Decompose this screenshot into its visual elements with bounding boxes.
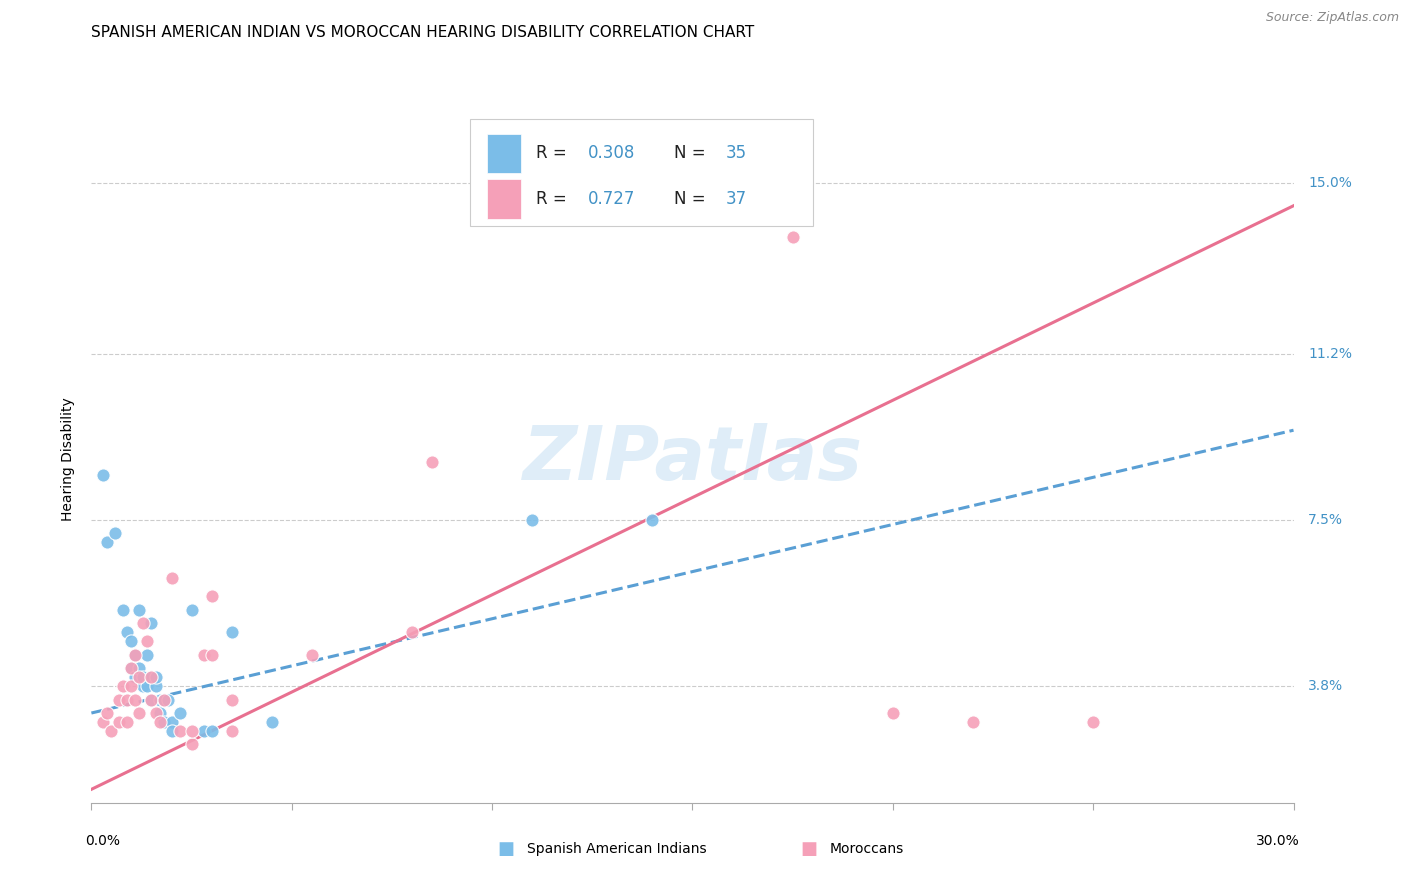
Text: 7.5%: 7.5% xyxy=(1308,513,1343,527)
Text: 0.727: 0.727 xyxy=(588,190,636,208)
Point xyxy=(201,723,224,738)
Point xyxy=(100,723,122,738)
Point xyxy=(128,670,150,684)
Point xyxy=(121,679,143,693)
Point xyxy=(128,661,150,675)
Point xyxy=(117,692,139,706)
Point xyxy=(124,648,146,662)
Point xyxy=(201,648,224,662)
Point xyxy=(124,670,146,684)
Point xyxy=(152,692,174,706)
Point xyxy=(132,670,155,684)
Point xyxy=(104,526,127,541)
Text: N =: N = xyxy=(675,145,711,162)
Point xyxy=(641,513,664,527)
Point xyxy=(148,692,170,706)
Text: 35: 35 xyxy=(725,145,747,162)
Point xyxy=(141,692,163,706)
Text: Spanish American Indians: Spanish American Indians xyxy=(527,842,707,856)
Point xyxy=(169,706,191,720)
Point xyxy=(141,670,163,684)
Point xyxy=(136,679,159,693)
Text: 3.8%: 3.8% xyxy=(1308,679,1343,693)
Point xyxy=(221,723,243,738)
Point xyxy=(117,625,139,640)
Text: R =: R = xyxy=(536,190,572,208)
Text: ■: ■ xyxy=(498,840,515,858)
Text: 0.308: 0.308 xyxy=(588,145,636,162)
Text: Source: ZipAtlas.com: Source: ZipAtlas.com xyxy=(1265,11,1399,24)
Point xyxy=(141,692,163,706)
Point xyxy=(1083,714,1105,729)
Point xyxy=(152,692,174,706)
Point xyxy=(136,648,159,662)
Point xyxy=(180,603,202,617)
Text: 37: 37 xyxy=(725,190,747,208)
Point xyxy=(124,692,146,706)
Point xyxy=(156,692,179,706)
Point xyxy=(145,670,167,684)
Point xyxy=(112,603,135,617)
Point xyxy=(221,625,243,640)
Point xyxy=(260,714,283,729)
Point xyxy=(145,706,167,720)
FancyBboxPatch shape xyxy=(486,179,520,219)
Point xyxy=(112,679,135,693)
Point xyxy=(141,670,163,684)
Text: N =: N = xyxy=(675,190,711,208)
Text: SPANISH AMERICAN INDIAN VS MOROCCAN HEARING DISABILITY CORRELATION CHART: SPANISH AMERICAN INDIAN VS MOROCCAN HEAR… xyxy=(91,25,755,40)
Text: 15.0%: 15.0% xyxy=(1308,177,1351,190)
Point xyxy=(193,648,215,662)
Text: 11.2%: 11.2% xyxy=(1308,347,1353,361)
Text: 30.0%: 30.0% xyxy=(1256,834,1299,847)
Point xyxy=(117,714,139,729)
Point xyxy=(108,692,131,706)
Point xyxy=(121,634,143,648)
Point xyxy=(128,706,150,720)
Point xyxy=(121,661,143,675)
Point xyxy=(420,455,443,469)
Point xyxy=(145,679,167,693)
Point xyxy=(128,603,150,617)
Point xyxy=(882,706,904,720)
Point xyxy=(121,661,143,675)
Point xyxy=(180,738,202,752)
Point xyxy=(96,706,118,720)
Point xyxy=(93,468,115,483)
Point xyxy=(96,535,118,549)
Text: R =: R = xyxy=(536,145,572,162)
Point xyxy=(782,230,804,244)
Point xyxy=(141,616,163,631)
Point xyxy=(169,723,191,738)
Text: Moroccans: Moroccans xyxy=(830,842,904,856)
Point xyxy=(152,714,174,729)
Text: 0.0%: 0.0% xyxy=(86,834,121,847)
Point xyxy=(148,714,170,729)
Point xyxy=(201,589,224,603)
FancyBboxPatch shape xyxy=(470,120,813,226)
Point xyxy=(401,625,423,640)
FancyBboxPatch shape xyxy=(486,134,520,173)
Point xyxy=(93,714,115,729)
Point xyxy=(160,723,183,738)
Point xyxy=(132,679,155,693)
Point xyxy=(301,648,323,662)
Point xyxy=(148,706,170,720)
Point xyxy=(962,714,984,729)
Point xyxy=(180,723,202,738)
Point xyxy=(108,714,131,729)
Point xyxy=(136,634,159,648)
Point xyxy=(520,513,543,527)
Point xyxy=(221,692,243,706)
Point xyxy=(160,714,183,729)
Point xyxy=(160,571,183,585)
Point xyxy=(124,648,146,662)
Point xyxy=(193,723,215,738)
Text: ■: ■ xyxy=(800,840,817,858)
Y-axis label: Hearing Disability: Hearing Disability xyxy=(62,398,76,521)
Point xyxy=(132,616,155,631)
Text: ZIPatlas: ZIPatlas xyxy=(523,423,862,496)
